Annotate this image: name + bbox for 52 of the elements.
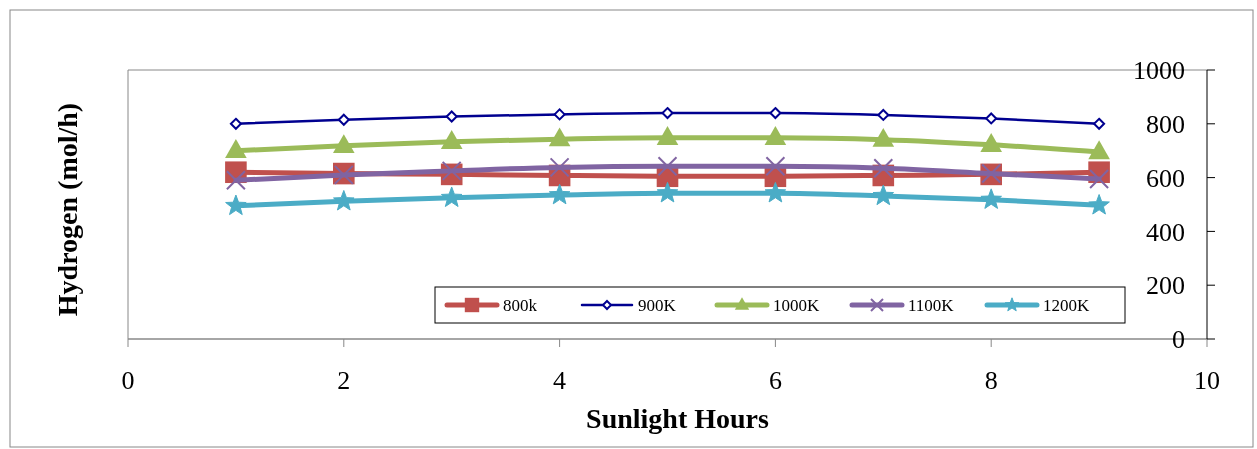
x-tick-label: 0 [121, 366, 135, 395]
point [1088, 194, 1110, 215]
point [877, 108, 890, 121]
point [980, 188, 1002, 209]
point [873, 158, 894, 179]
point [980, 133, 1002, 152]
y-tick-label: 1000 [1133, 56, 1185, 86]
x-tick-label: 4 [553, 366, 567, 395]
point [765, 156, 786, 177]
y-tick-label: 600 [1146, 163, 1185, 193]
legend-label: 800k [503, 295, 538, 315]
point [872, 184, 895, 206]
point [553, 108, 566, 121]
point [333, 189, 355, 211]
point [1089, 168, 1110, 189]
point [656, 126, 679, 145]
point [441, 160, 462, 181]
point [440, 130, 463, 150]
x-tick-label: 2 [337, 366, 351, 395]
point [1088, 140, 1110, 160]
point [229, 117, 242, 130]
x-axis-title: Sunlight Hours [586, 403, 770, 434]
point [333, 134, 355, 154]
y-tick-label: 200 [1146, 271, 1185, 301]
point [337, 113, 350, 126]
point [225, 194, 247, 216]
point [225, 139, 247, 158]
point [225, 170, 246, 191]
point [769, 107, 782, 120]
point [549, 157, 570, 178]
point [548, 127, 571, 147]
point [764, 126, 787, 145]
point [445, 110, 458, 123]
legend-label: 1100K [908, 295, 955, 315]
point [548, 183, 571, 205]
point [657, 156, 678, 177]
legend-label: 1200K [1043, 295, 1090, 315]
y-tick-label: 0 [1172, 325, 1185, 355]
x-tick-label: 8 [984, 366, 998, 395]
point [764, 181, 787, 203]
point [985, 112, 998, 125]
point [661, 107, 674, 120]
point [656, 181, 679, 203]
point [440, 186, 463, 208]
x-tick-label: 10 [1194, 366, 1220, 395]
y-tick-label: 800 [1146, 109, 1185, 139]
y-axis-title: Hydrogen (mol/h) [52, 102, 83, 317]
point [1093, 117, 1106, 130]
legend-label: 1000K [773, 295, 820, 315]
x-tick-label: 6 [768, 366, 782, 395]
y-tick-label: 400 [1146, 217, 1185, 247]
legend-label: 900K [638, 295, 677, 315]
